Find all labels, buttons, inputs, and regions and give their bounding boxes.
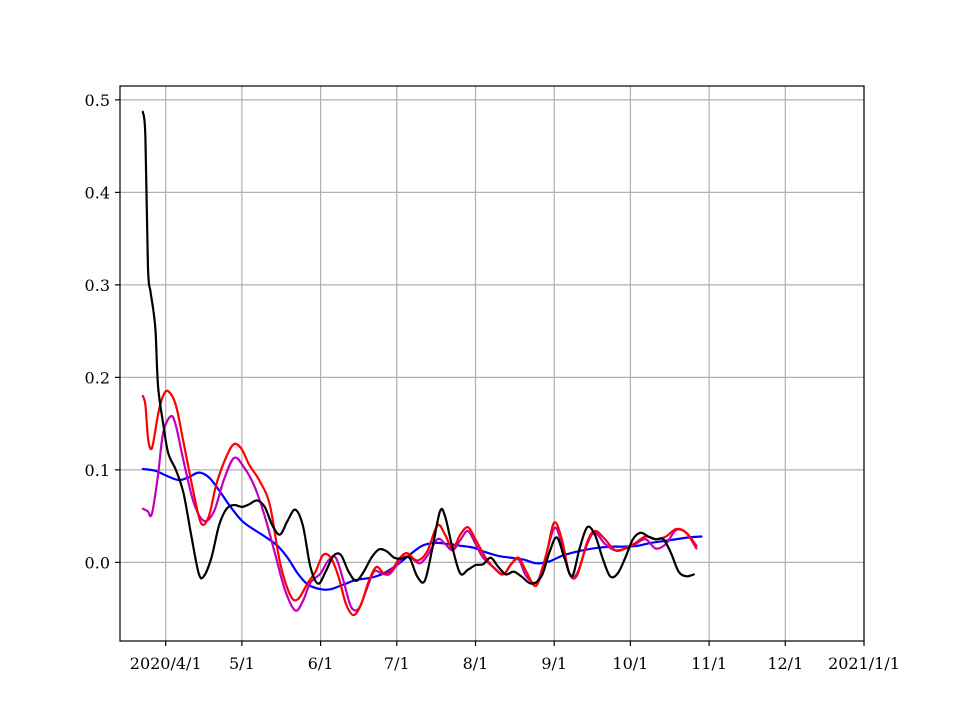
x-tick-label: 9/1 — [541, 654, 567, 673]
x-tick-label: 12/1 — [767, 654, 803, 673]
y-tick-label: 0.5 — [85, 91, 110, 110]
series-lines — [141, 110, 703, 617]
grid — [120, 86, 865, 641]
x-tick-label: 8/1 — [463, 654, 489, 673]
series-line-3 — [141, 389, 698, 617]
x-tick-label: 6/1 — [308, 654, 334, 673]
y-tick-label: 0.1 — [85, 461, 110, 480]
x-tick-label: 11/1 — [691, 654, 727, 673]
x-tick-label: 5/1 — [229, 654, 255, 673]
axis-ticks: 2020/4/1 5/1 6/1 7/1 8/1 9/1 10/1 11/1 12/1 2021/… — [85, 91, 900, 673]
y-tick-label: 0.3 — [85, 276, 110, 295]
y-tick-label: 0.0 — [85, 553, 110, 572]
plot-frame — [119, 85, 865, 642]
x-tick-label: 2021/1/1 — [828, 654, 900, 673]
x-tick-label: 2020/4/1 — [130, 654, 202, 673]
y-tick-label: 0.2 — [85, 368, 110, 387]
series-line-4 — [141, 110, 695, 585]
x-tick-label: 10/1 — [612, 654, 648, 673]
x-tick-label: 7/1 — [384, 654, 410, 673]
y-tick-label: 0.4 — [85, 183, 110, 202]
